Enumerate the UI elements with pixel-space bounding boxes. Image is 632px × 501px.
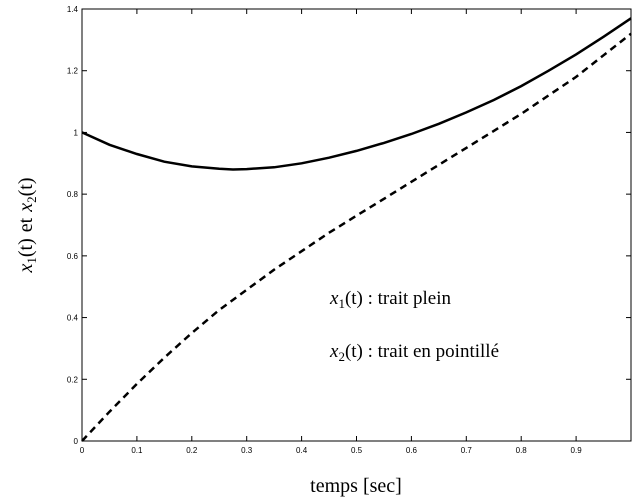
- plot-frame: [81, 8, 632, 442]
- x-tick-label: 0.1: [131, 446, 143, 455]
- y-tick-label: 0.8: [67, 190, 79, 199]
- x-tick-label: 0.9: [571, 446, 583, 455]
- series-line-x1-solid: [81, 17, 632, 171]
- y-tick-label: 0.2: [67, 375, 79, 384]
- y-tick-label: 0: [74, 437, 79, 446]
- x-tick-label: 0.4: [296, 446, 308, 455]
- x-axis-ticks: 0 0.1 0.2 0.3 0.4 0.5 0.6 0.7 0.8 0.9: [80, 9, 582, 455]
- x-tick-label: 0.7: [461, 446, 473, 455]
- x-tick-label: 0.5: [351, 446, 363, 455]
- x-tick-label: 0.2: [186, 446, 198, 455]
- y-tick-label: 1.4: [67, 5, 79, 14]
- series-layer: [81, 17, 632, 442]
- y-axis-ticks: 0 0.2 0.4 0.6 0.8 1 1.2 1.4: [67, 5, 631, 446]
- y-tick-label: 0.4: [67, 314, 79, 323]
- y-axis-title: x1(t)etx2(t): [15, 178, 39, 274]
- x-tick-label: 0: [80, 446, 85, 455]
- y-tick-label: 1.2: [67, 67, 79, 76]
- series-line-x2-dashed: [81, 32, 632, 442]
- y-tick-label: 0.6: [67, 252, 79, 261]
- annotation-dashed-line: x2(t) : trait en pointillé: [329, 341, 499, 364]
- x-tick-label: 0.3: [241, 446, 253, 455]
- y-tick-label: 1: [74, 128, 79, 137]
- x-tick-label: 0.6: [406, 446, 418, 455]
- x-axis-title: temps [sec]: [310, 475, 402, 497]
- x-tick-label: 0.8: [516, 446, 528, 455]
- annotation-solid-line: x1(t) : trait plein: [329, 288, 451, 311]
